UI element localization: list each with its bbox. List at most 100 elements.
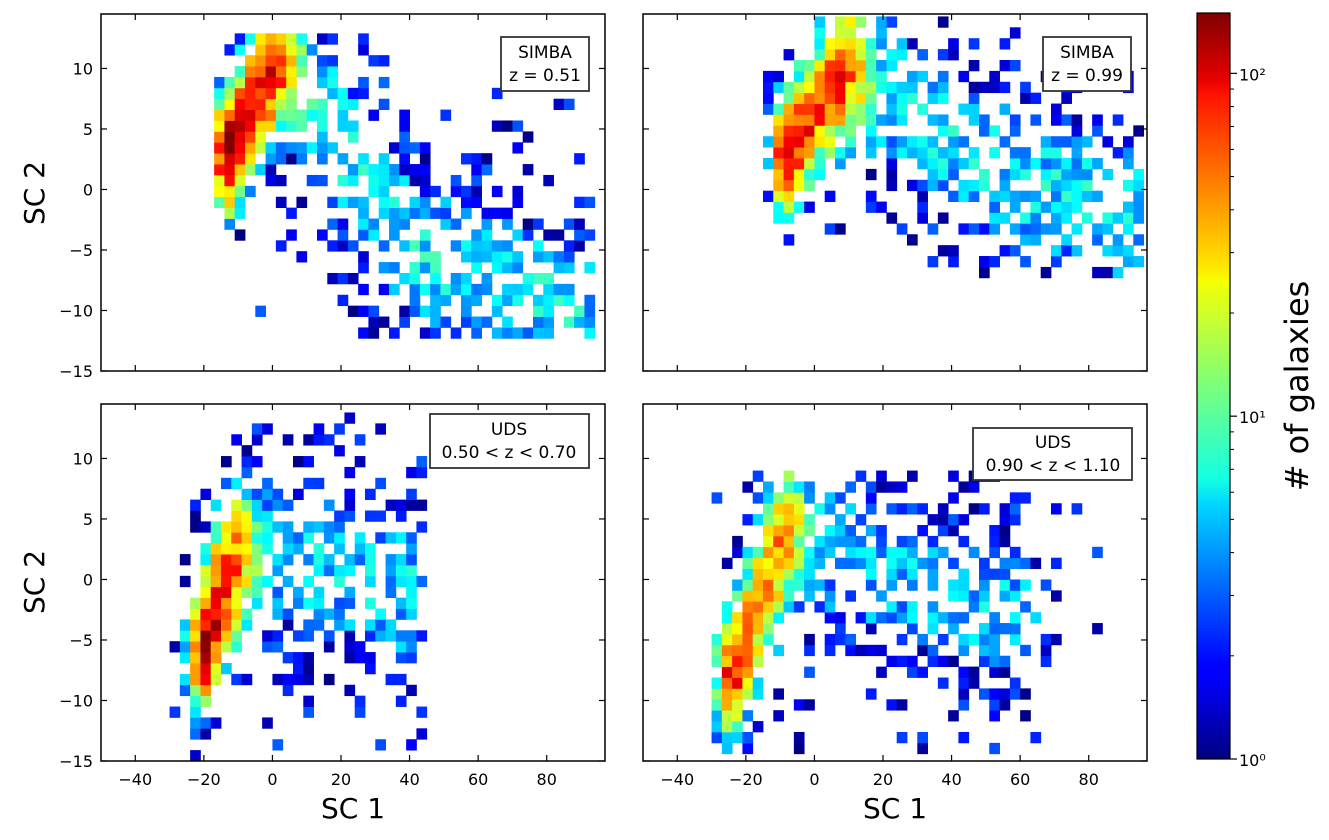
heatmap-cell — [1102, 136, 1114, 148]
heatmap-cell — [783, 234, 795, 246]
heatmap-cell — [275, 153, 287, 165]
heatmap-cell — [1102, 223, 1114, 235]
heatmap-cell — [1009, 612, 1021, 624]
heatmap-cell — [286, 55, 297, 67]
heatmap-cell — [200, 630, 212, 642]
heatmap-cell — [1040, 644, 1052, 657]
heatmap-cell — [773, 114, 784, 126]
heatmap-cell — [317, 174, 328, 187]
y-axis-label-top: SC 2 — [18, 161, 51, 225]
heatmap-cell — [783, 492, 795, 504]
heatmap-cell — [406, 684, 417, 697]
heatmap-cell — [272, 499, 284, 511]
heatmap-cell — [399, 153, 410, 165]
heatmap-cell — [365, 510, 376, 522]
heatmap-cell — [395, 597, 407, 609]
heatmap-cell — [296, 109, 308, 121]
heatmap-cell — [752, 688, 764, 700]
heatmap-cell — [1081, 168, 1093, 181]
heatmap-cell — [471, 174, 482, 187]
heatmap-cell — [886, 568, 898, 580]
heatmap-cell — [876, 136, 887, 148]
y-tick-label: 10 — [73, 59, 93, 78]
x-tick-label: 40 — [941, 770, 961, 789]
heatmap-cell — [742, 633, 754, 646]
heatmap-cell — [742, 688, 754, 700]
heatmap-cell — [385, 554, 397, 566]
heatmap-cell — [793, 579, 805, 591]
heatmap-cell — [824, 633, 836, 646]
heatmap-cell — [241, 575, 253, 588]
heatmap-cell — [327, 196, 338, 209]
heatmap-cell — [406, 608, 417, 620]
heatmap-cell — [563, 251, 575, 263]
heatmap-cell — [347, 196, 359, 209]
heatmap-cell — [804, 92, 815, 104]
heatmap-cell — [876, 481, 887, 493]
heatmap-cell — [1030, 92, 1042, 104]
heatmap-cell — [1030, 731, 1042, 744]
heatmap-cell — [419, 142, 431, 154]
heatmap-cell — [231, 630, 242, 642]
heatmap-cell — [502, 251, 513, 263]
heatmap-cell — [481, 272, 493, 285]
heatmap-cell — [845, 103, 856, 115]
heatmap-cell — [221, 521, 232, 533]
heatmap-cell — [917, 557, 928, 569]
heatmap-cell — [389, 327, 400, 339]
heatmap-cell — [752, 557, 764, 569]
heatmap-cell — [804, 590, 815, 602]
heatmap-cell — [804, 114, 815, 126]
heatmap-cell — [241, 456, 253, 468]
heatmap-cell — [344, 597, 356, 609]
heatmap-cell — [533, 218, 544, 230]
heatmap-cell — [416, 466, 428, 479]
heatmap-cell — [773, 492, 784, 504]
heatmap-cell — [200, 521, 212, 533]
heatmap-cell — [783, 601, 795, 613]
heatmap-cell — [989, 223, 1000, 235]
heatmap-cell — [937, 114, 949, 126]
heatmap-cell — [375, 619, 386, 631]
heatmap-cell — [958, 688, 970, 700]
heatmap-cell — [221, 554, 232, 566]
heatmap-cell — [251, 532, 263, 544]
heatmap-cell — [763, 492, 774, 504]
heatmap-cell — [399, 218, 410, 230]
heatmap-cell — [999, 245, 1011, 257]
heatmap-cell — [732, 546, 743, 559]
heatmap-cell — [406, 543, 417, 555]
heatmap-cell — [512, 262, 524, 274]
heatmap-cell — [224, 207, 236, 219]
heatmap-cell — [354, 652, 366, 664]
heatmap-cell — [303, 554, 314, 566]
heatmap-cell — [334, 543, 345, 555]
heatmap-cell — [835, 514, 846, 526]
heatmap-cell — [303, 619, 314, 631]
heatmap-cell — [824, 503, 836, 515]
heatmap-cell — [793, 70, 805, 83]
heatmap-cell — [221, 630, 232, 642]
heatmap-cell — [378, 153, 390, 165]
heatmap-cell — [245, 87, 256, 100]
heatmap-cell — [286, 120, 297, 132]
heatmap-cell — [471, 185, 482, 198]
heatmap-cell — [732, 655, 743, 668]
heatmap-cell — [845, 81, 856, 94]
heatmap-cell — [763, 601, 774, 613]
heatmap-cell — [783, 103, 795, 115]
heatmap-cell — [399, 305, 410, 317]
heatmap-cell — [876, 470, 887, 482]
heatmap-cell — [317, 66, 328, 78]
heatmap-cell — [865, 70, 877, 83]
heatmap-cell — [793, 114, 805, 126]
heatmap-cell — [979, 168, 990, 181]
heatmap-cell — [783, 147, 795, 159]
heatmap-cell — [927, 158, 939, 170]
heatmap-cell — [814, 579, 826, 591]
heatmap-cell — [419, 229, 431, 241]
heatmap-cell — [245, 131, 256, 143]
heatmap-cell — [344, 684, 356, 697]
heatmap-cell — [399, 174, 410, 187]
